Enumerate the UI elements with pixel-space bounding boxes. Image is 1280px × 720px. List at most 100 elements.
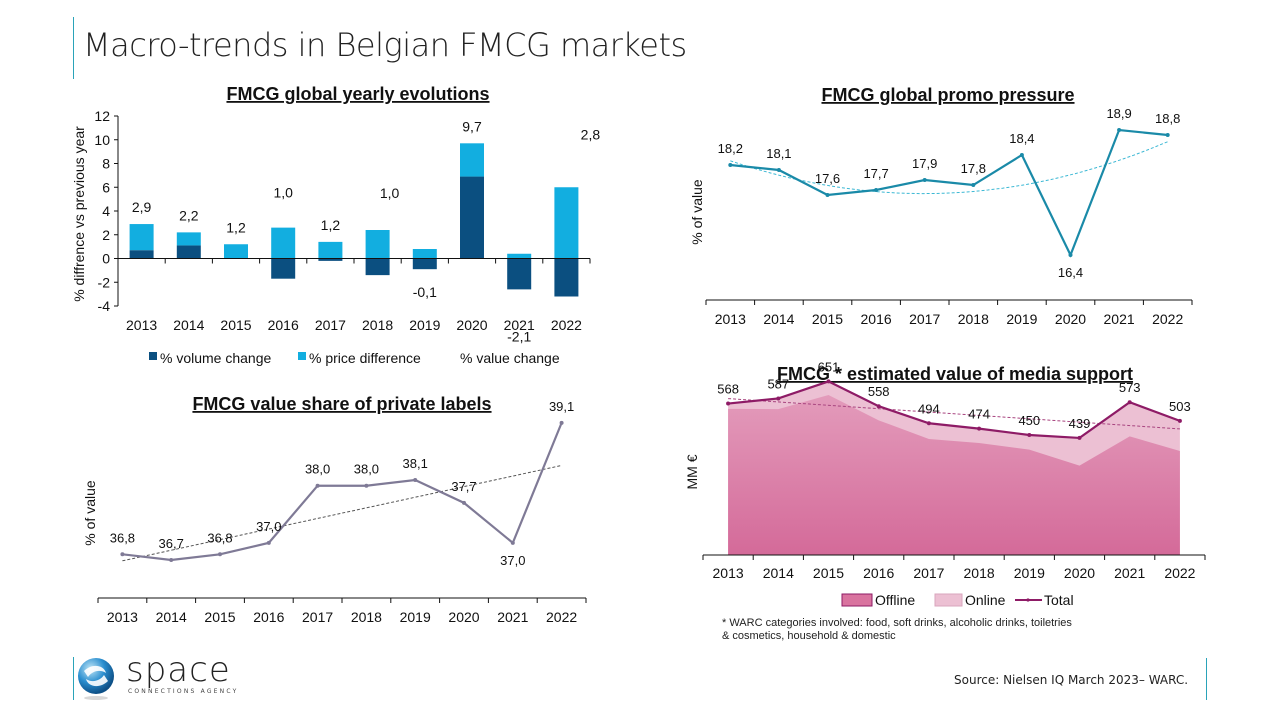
logo-wordmark: space	[126, 650, 231, 690]
bar-volume	[129, 250, 154, 259]
legend-label: % volume change	[160, 350, 272, 366]
x-tick-label: 2018	[351, 609, 382, 625]
chart-title: FMCG global promo pressure	[821, 85, 1074, 105]
bar-volume	[412, 258, 437, 270]
y-tick-label: -2	[98, 274, 111, 290]
chart-title: FMCG global yearly evolutions	[226, 84, 489, 104]
chart-title: FMCG * estimated value of media support	[777, 364, 1133, 384]
value-label: 36,7	[159, 536, 184, 551]
chart-legend: % volume change % price difference % val…	[149, 350, 560, 366]
x-tick-label: 2013	[713, 565, 744, 581]
value-label: 17,9	[912, 156, 937, 171]
x-tick-label: 2016	[861, 311, 892, 327]
legend-label: Total	[1044, 592, 1074, 608]
value-label: 2,9	[132, 199, 152, 215]
value-label: 37,0	[256, 519, 281, 534]
value-label: 587	[767, 376, 789, 391]
bar-price	[365, 230, 390, 259]
value-label: 17,8	[961, 161, 986, 176]
bar-volume	[318, 258, 343, 261]
value-label: 2,2	[179, 207, 199, 223]
data-point	[413, 478, 418, 482]
trendline	[122, 465, 562, 562]
chart-private-labels: FMCG value share of private labels % of …	[82, 394, 587, 625]
data-point	[1127, 400, 1132, 405]
x-tick-label: 2013	[126, 317, 157, 333]
chart-yearly-evolutions: FMCG global yearly evolutions % diffrenc…	[71, 84, 600, 366]
data-point	[825, 193, 830, 197]
value-label: 36,8	[110, 530, 135, 545]
data-point	[169, 558, 174, 562]
y-tick-label: 2	[102, 227, 110, 243]
data-point	[776, 168, 781, 172]
y-tick-label: 4	[102, 203, 110, 219]
x-tick-label: 2015	[813, 565, 844, 581]
x-tick-label: 2021	[497, 609, 528, 625]
bar-price	[507, 253, 532, 259]
chart-media-support: FMCG * estimated value of media support …	[684, 359, 1206, 608]
bar-price	[129, 224, 154, 251]
bar-volume	[507, 258, 532, 290]
value-label: 450	[1018, 413, 1040, 428]
data-point	[1165, 133, 1170, 137]
legend-label: Online	[965, 592, 1006, 608]
bar-volume	[271, 258, 296, 279]
bar-price	[176, 232, 201, 246]
bar-price	[271, 227, 296, 259]
x-tick-label: 2021	[1104, 311, 1135, 327]
area-offline	[728, 395, 1180, 555]
data-point	[462, 500, 466, 505]
x-tick-label: 2019	[409, 317, 440, 333]
x-tick-label: 2015	[220, 317, 251, 333]
x-tick-label: 2017	[315, 317, 346, 333]
legend-swatch-online	[934, 593, 963, 607]
y-tick-label: -4	[98, 298, 111, 314]
y-axis-label: % of value	[689, 179, 705, 245]
data-point	[728, 163, 733, 167]
value-label: 37,0	[500, 553, 525, 568]
value-label: 1,0	[380, 185, 400, 201]
bar-volume	[460, 176, 484, 259]
y-tick-label: 8	[102, 156, 110, 172]
footnote: * WARC categories involved: food, soft d…	[722, 617, 1122, 643]
value-label: 36,8	[207, 530, 232, 545]
x-tick-label: 2020	[1055, 311, 1086, 327]
value-label: 17,7	[863, 166, 888, 181]
x-tick-label: 2014	[173, 317, 204, 333]
total-line	[727, 380, 1181, 440]
y-tick-label: 12	[94, 108, 110, 124]
globe-swirl-icon	[78, 658, 114, 700]
value-label: 18,2	[718, 141, 743, 156]
legend-swatch-volume	[149, 352, 157, 360]
value-label: 568	[717, 382, 739, 397]
data-point	[120, 552, 125, 557]
y-tick-label: 0	[102, 251, 110, 267]
value-label: 494	[918, 401, 940, 416]
data-point	[726, 401, 731, 406]
x-tick-label: 2020	[456, 317, 487, 333]
y-tick-label: 10	[94, 132, 110, 148]
data-point	[1068, 253, 1073, 257]
data-point	[266, 540, 271, 545]
x-tick-label: 2015	[812, 311, 843, 327]
value-label: -2,1	[507, 328, 531, 344]
value-label: 558	[868, 384, 890, 399]
value-label: 439	[1069, 416, 1091, 431]
data-point	[926, 421, 931, 426]
value-label: 18,8	[1155, 111, 1180, 126]
value-label: 17,6	[815, 171, 840, 186]
y-axis-label: % diffrence vs previous year	[71, 126, 87, 302]
value-label: 38,1	[403, 456, 428, 471]
legend-swatch-offline	[841, 593, 873, 607]
data-point	[218, 552, 222, 557]
value-label: 18,4	[1009, 131, 1034, 146]
trendline	[728, 398, 1180, 430]
value-label: 573	[1119, 380, 1141, 395]
x-tick-label: 2018	[362, 317, 393, 333]
data-point	[364, 483, 369, 488]
x-tick-label: 2016	[253, 609, 284, 625]
bar-volume	[176, 245, 201, 259]
bar-price	[460, 143, 484, 177]
data-point	[1117, 128, 1122, 132]
